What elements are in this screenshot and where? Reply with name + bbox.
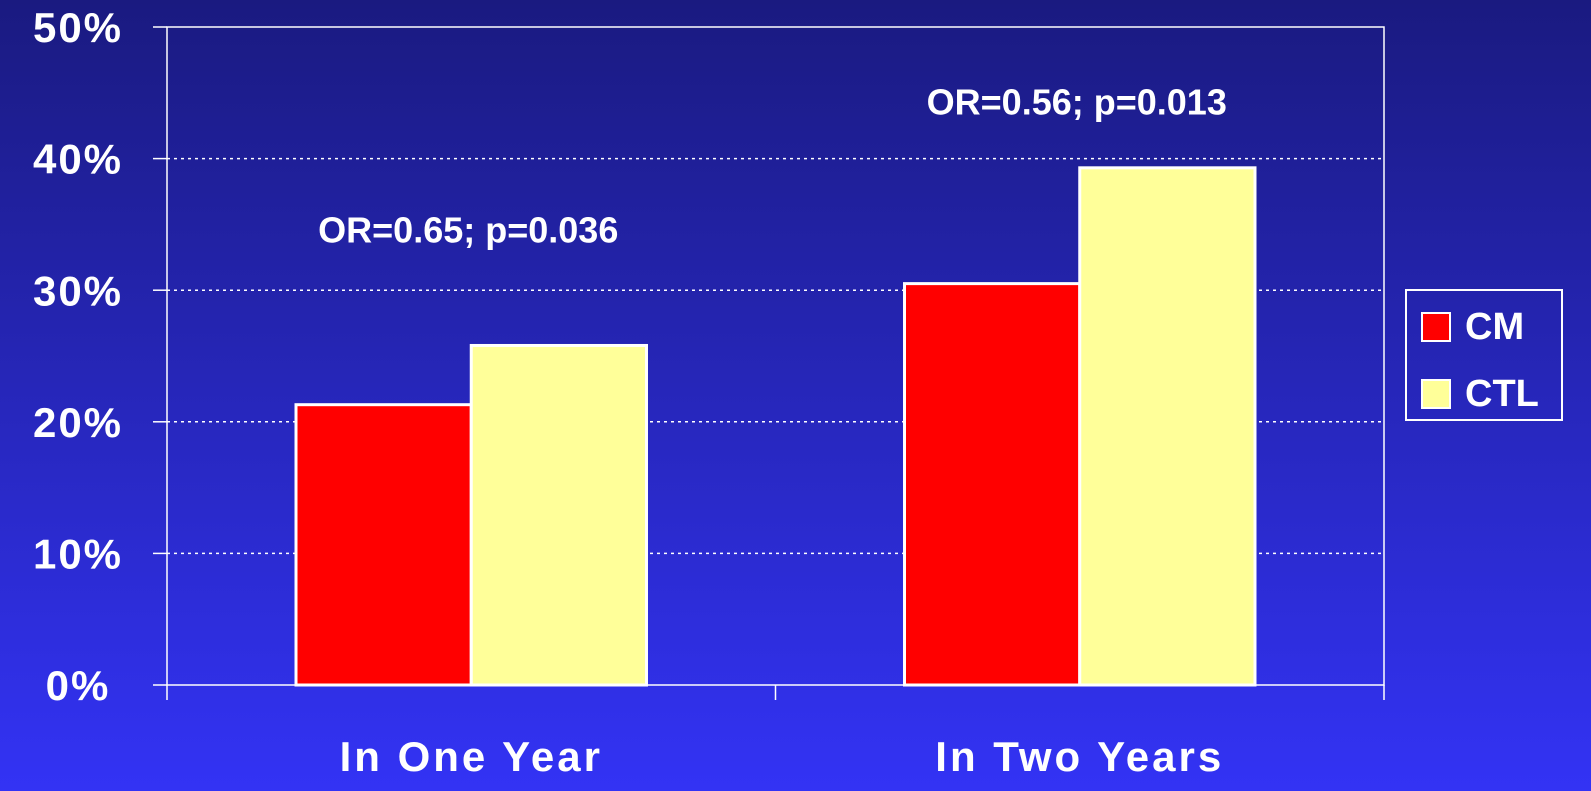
y-tick-label: 20% (33, 399, 123, 446)
bar (1078, 166, 1257, 687)
y-tick-label: 10% (33, 530, 123, 577)
legend-swatch (1421, 379, 1451, 409)
bar (294, 403, 473, 687)
x-tick-label: In One Year (340, 733, 603, 780)
y-tick-label: 0% (46, 662, 111, 709)
bar (469, 343, 648, 687)
legend-label: CTL (1465, 373, 1539, 415)
legend-swatch (1421, 312, 1451, 342)
y-tick-label: 30% (33, 267, 123, 314)
legend-box (1405, 289, 1563, 421)
legend-label: CM (1465, 306, 1524, 348)
annotation: OR=0.65; p=0.036 (318, 210, 618, 251)
annotation: OR=0.56; p=0.013 (927, 82, 1227, 123)
y-tick-label: 50% (33, 4, 123, 51)
x-tick-label: In Two Years (935, 733, 1224, 780)
bar (903, 282, 1082, 687)
y-tick-label: 40% (33, 136, 123, 183)
